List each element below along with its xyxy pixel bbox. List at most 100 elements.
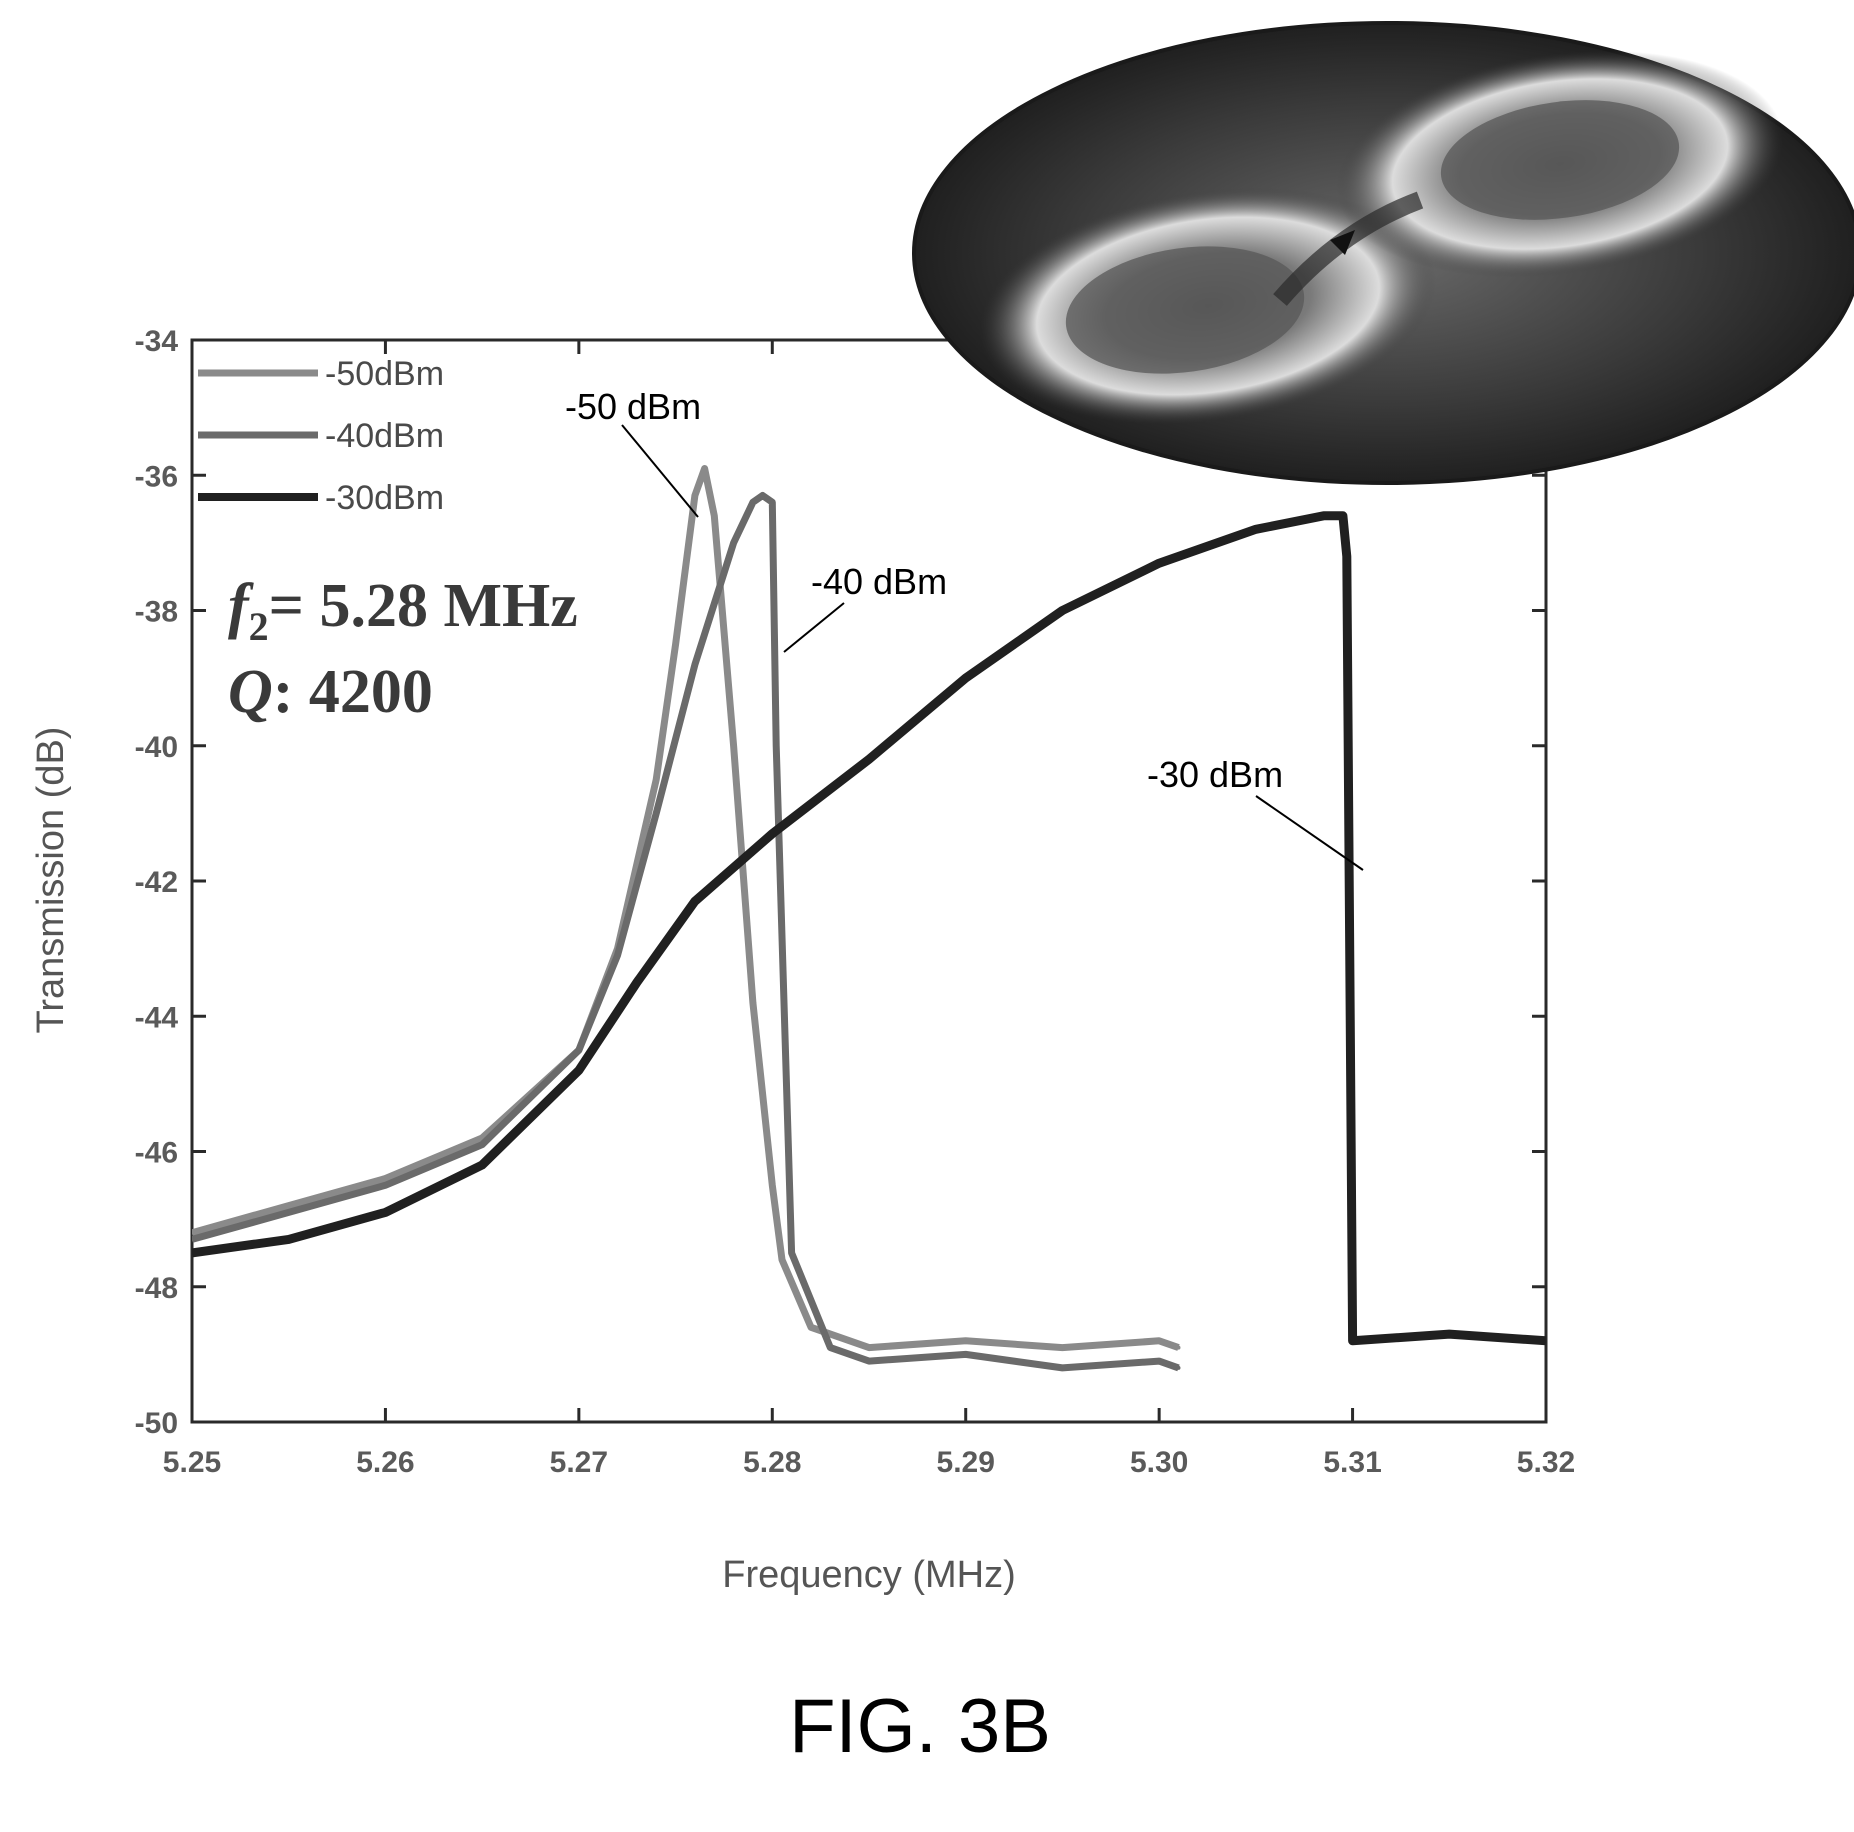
annotations: -50 dBm -40 dBm -30 dBm	[565, 386, 1364, 871]
data-point	[963, 1338, 968, 1343]
data-point	[1157, 561, 1162, 566]
data-point	[828, 1345, 833, 1350]
series-line-40dBm	[192, 492, 1180, 1372]
data-point	[750, 500, 755, 505]
y-tick-label: -36	[135, 460, 178, 493]
x-tick-label: 5.29	[937, 1446, 995, 1479]
data-point	[731, 540, 736, 545]
data-point	[692, 899, 697, 904]
data-point	[867, 757, 871, 762]
data-point	[789, 1250, 794, 1255]
params-box: f2= 5.28 MHz Q: 4200	[228, 572, 578, 726]
mode-shape-icon	[912, 21, 1854, 485]
legend-label-50: -50dBm	[325, 355, 444, 393]
freq-subscript: 2	[249, 604, 269, 649]
data-point	[867, 1345, 871, 1350]
data-point	[750, 1000, 755, 1005]
data-point	[1321, 513, 1326, 518]
data-point	[1344, 554, 1349, 559]
data-point	[383, 1210, 388, 1215]
data-point	[712, 513, 717, 518]
x-tick-label: 5.28	[743, 1446, 801, 1479]
data-point	[1544, 1338, 1546, 1343]
x-axis-title: Frequency (MHz)	[722, 1554, 1016, 1596]
q-value: : 4200	[273, 658, 433, 726]
y-tick-label: -44	[135, 1001, 179, 1034]
freq-param: f2= 5.28 MHz	[228, 572, 578, 649]
data-point	[480, 1163, 485, 1168]
data-point	[774, 743, 779, 748]
data-point	[654, 811, 659, 816]
data-point	[702, 466, 707, 471]
y-tick-label: -50	[135, 1407, 178, 1440]
y-tick-label: -46	[135, 1137, 178, 1170]
annotation-30dbm-leader	[1255, 795, 1364, 871]
data-point	[692, 493, 697, 498]
data-point	[1176, 1345, 1181, 1350]
data-point	[1060, 1365, 1065, 1370]
annotation-30dbm: -30 dBm	[1147, 754, 1283, 795]
annotation-50dbm: -50 dBm	[565, 386, 701, 427]
data-point	[1447, 1332, 1452, 1337]
data-point	[770, 831, 775, 836]
y-tick-label: -48	[135, 1272, 178, 1305]
data-point	[1060, 1345, 1065, 1350]
y-tick-label: -34	[135, 325, 179, 358]
data-point	[1157, 1359, 1162, 1364]
x-tick-label: 5.26	[356, 1446, 414, 1479]
data-point	[1176, 1365, 1181, 1370]
data-point	[1060, 608, 1065, 613]
y-tick-label: -42	[135, 866, 178, 899]
data-point	[615, 953, 620, 958]
x-tick-label: 5.32	[1517, 1446, 1575, 1479]
data-point	[779, 1257, 784, 1262]
y-axis-title: Transmission (dB)	[30, 727, 72, 1034]
annotation-50dbm-leader	[621, 424, 699, 518]
data-point	[192, 1230, 194, 1235]
data-point	[286, 1237, 291, 1242]
data-point	[192, 1250, 194, 1255]
legend-label-40: -40dBm	[325, 417, 444, 455]
legend-label-30: -30dBm	[325, 479, 444, 517]
data-point	[770, 1183, 775, 1188]
annotation-40dbm: -40 dBm	[811, 561, 947, 602]
data-point	[760, 493, 765, 498]
data-point	[1340, 513, 1345, 518]
data-point	[654, 777, 659, 782]
data-point	[480, 1142, 485, 1147]
data-point	[1253, 527, 1258, 532]
data-point	[383, 1176, 388, 1181]
x-tick-label: 5.25	[163, 1446, 221, 1479]
q-param: Q: 4200	[228, 658, 433, 726]
data-point	[770, 500, 775, 505]
data-point	[576, 1068, 581, 1073]
data-point	[192, 1237, 194, 1242]
legend: -50dBm -40dBm -30dBm	[198, 355, 444, 517]
annotation-40dbm-leader	[783, 602, 845, 653]
y-tick-label: -40	[135, 731, 178, 764]
data-point	[731, 743, 736, 748]
data-point	[808, 1325, 813, 1330]
axis-tick-labels: 5.25 5.26 5.27 5.28 5.29 5.30 5.31 5.32 -34 -36 -3…	[135, 325, 1576, 1479]
data-point	[692, 662, 697, 667]
data-point	[1350, 1338, 1355, 1343]
y-tick-label: -38	[135, 596, 178, 629]
data-point	[286, 1203, 291, 1208]
data-point	[576, 1048, 581, 1053]
freq-value: = 5.28 MHz	[269, 572, 578, 640]
data-point	[867, 1359, 871, 1364]
data-point	[1157, 1338, 1162, 1343]
data-point	[634, 980, 639, 985]
data-point	[383, 1183, 388, 1188]
data-point	[963, 676, 968, 681]
x-tick-label: 5.31	[1323, 1446, 1381, 1479]
figure-caption: FIG. 3B	[789, 1684, 1051, 1769]
x-tick-label: 5.27	[550, 1446, 608, 1479]
x-tick-label: 5.30	[1130, 1446, 1188, 1479]
data-point	[286, 1210, 291, 1215]
q-symbol: Q	[228, 658, 273, 726]
series-layer	[192, 465, 1546, 1372]
data-point	[673, 642, 678, 647]
data-point	[963, 1352, 968, 1357]
